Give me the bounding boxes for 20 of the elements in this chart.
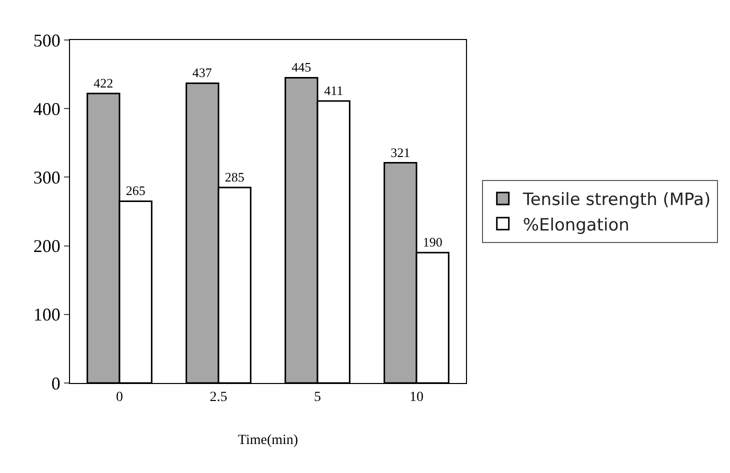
data-label: 422 [94,76,114,91]
legend-label: %Elongation [522,215,630,236]
y-tick-label: 100 [33,304,60,325]
x-axis-title: Time(min) [238,433,298,448]
y-tick-label: 500 [33,30,60,50]
x-tick-label: 2.5 [210,390,228,405]
data-label: 190 [422,234,442,250]
data-label: 411 [324,83,344,98]
y-tick-label: 300 [33,168,60,188]
data-label: 285 [224,169,244,184]
data-label: 437 [192,65,212,80]
data-label: 321 [390,144,410,160]
y-tick-label: 400 [33,98,60,119]
x-tick-label: 0 [116,390,123,405]
y-tick-label: 200 [33,236,60,256]
x-tick-label: 5 [314,390,321,405]
legend-label: Tensile strength (MPa) [522,190,711,210]
data-label: 445 [292,60,312,75]
data-label: 265 [126,183,146,198]
x-tick-label: 10 [410,390,424,405]
